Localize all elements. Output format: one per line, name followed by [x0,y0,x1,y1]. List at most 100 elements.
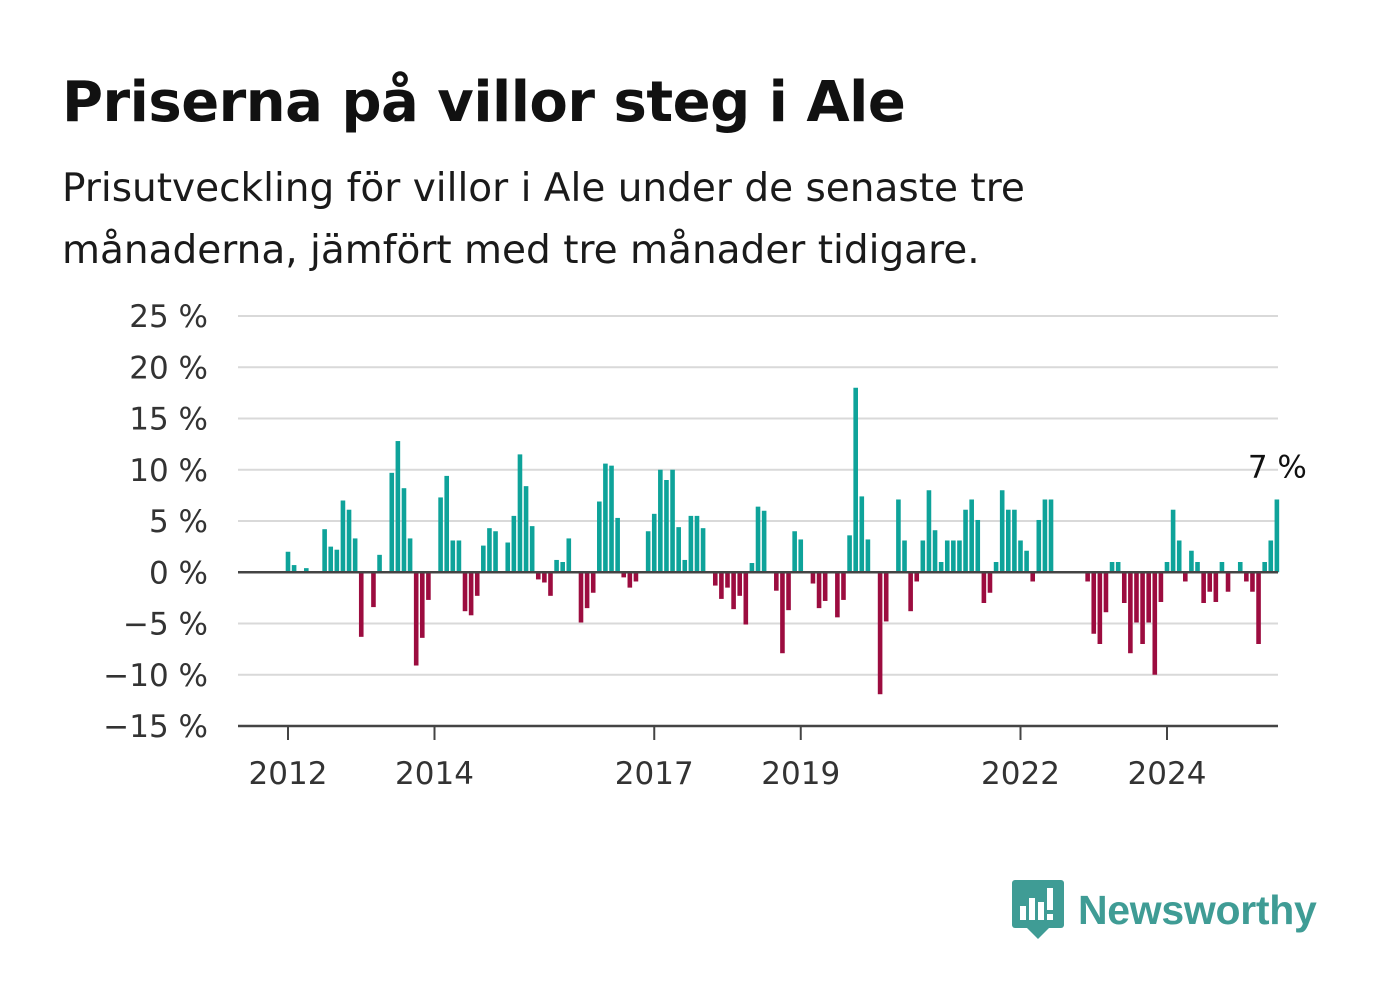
bar [688,515,694,573]
bar [1085,572,1090,582]
bar [914,572,920,582]
bar [694,515,700,573]
bar [938,562,944,573]
y-tick-label: −5 % [123,607,208,643]
bar [1213,572,1219,602]
x-tick-label: 2024 [1128,756,1207,792]
bar [719,572,724,599]
bar [304,568,309,573]
bar [700,528,706,573]
bar [792,531,797,573]
bar [963,509,968,573]
bar [1030,572,1036,582]
y-tick-label: 20 % [129,350,208,386]
bar [651,513,657,573]
bar [1237,562,1243,573]
bar [560,562,565,573]
bar [951,540,956,573]
bar [847,535,852,573]
bar [865,539,871,573]
bar [1201,572,1206,603]
bar [1152,572,1158,675]
bar [1262,562,1267,573]
brand-name: Newsworthy [1078,886,1317,933]
brand-logo: Newsworthy [1012,880,1317,940]
bar [993,562,999,573]
bar [645,531,651,573]
bar [896,499,901,573]
bar [474,572,480,596]
bar [468,572,474,616]
bar [377,554,382,573]
bar [1207,572,1213,592]
bar [798,539,804,573]
bar [877,572,883,695]
y-tick-label: 0 % [149,555,208,591]
bar [981,572,987,603]
bar [340,500,346,573]
bar [859,496,865,573]
newsworthy-logo-icon [1012,880,1064,939]
bar [1140,572,1145,644]
bar [529,526,535,573]
bar [615,517,620,573]
bar [334,549,340,573]
bar [902,540,907,573]
bar [786,572,791,611]
bar [1268,540,1274,573]
bar [1146,572,1151,623]
bar [352,538,358,573]
bar [1274,499,1280,573]
bar [578,572,584,623]
bar [835,572,840,618]
bar [487,528,492,573]
bar [1219,562,1225,573]
bar [670,469,675,573]
bar [621,572,627,578]
bar [438,497,443,573]
bar [1024,550,1029,573]
bar [853,387,858,573]
bar [505,542,511,573]
bar [920,540,926,573]
bar [554,559,559,573]
y-tick-label: −15 % [103,709,208,745]
bar [322,529,327,573]
bar [389,472,395,573]
chart-subtitle: Prisutveckling för villor i Ale under de… [62,166,1025,273]
axes [238,571,1278,728]
bar [1005,509,1011,573]
bar [682,559,688,573]
bar [969,499,974,573]
bar [975,519,981,573]
bar [493,531,498,573]
bar [1225,572,1231,592]
bar [609,465,614,573]
x-tick-label: 2014 [395,756,474,792]
bar [542,572,547,583]
bar [371,572,376,608]
y-tick-label: −10 % [103,658,208,694]
y-axis-labels: 25 % 20 % 15 % 10 % 5 % 0 % −5 % −10 % −15 % [103,299,208,745]
bar [633,572,639,582]
bar [444,475,450,573]
bar [1244,572,1249,582]
bar [1018,540,1023,573]
bar [987,572,993,593]
bar [755,506,761,573]
bar [1195,562,1200,573]
bar [346,509,352,573]
bar [822,572,828,601]
bar [932,530,938,573]
bar [548,572,553,596]
bar [1170,509,1176,573]
bar [780,572,785,654]
bar [1176,540,1182,573]
bar [664,480,669,573]
x-axis-labels: 2012 2014 2017 2019 2022 2024 [249,726,1207,792]
bar [1103,572,1109,613]
bar [1012,509,1017,573]
bar [462,572,468,612]
bar [1091,572,1097,634]
